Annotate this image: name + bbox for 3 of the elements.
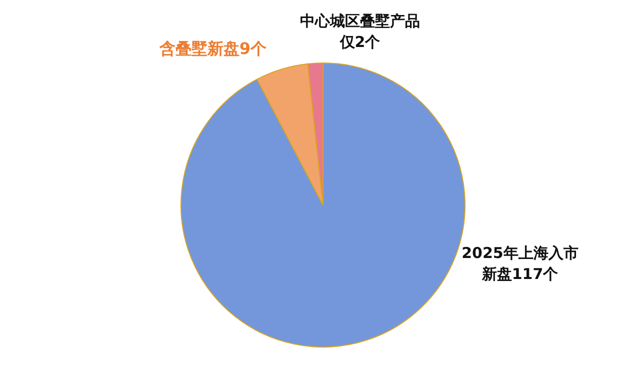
slice-label: 含叠墅新盘9个: [158, 39, 268, 58]
slice-label: 2025年上海入市新盘117个: [462, 244, 578, 283]
slice-label: 中心城区叠墅产品仅2个: [300, 12, 420, 51]
